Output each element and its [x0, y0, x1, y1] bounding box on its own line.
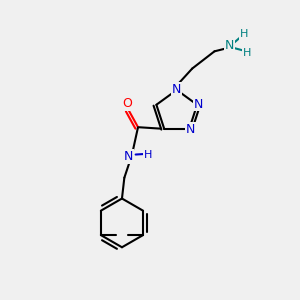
Text: H: H: [239, 29, 248, 39]
Text: N: N: [124, 150, 133, 163]
Text: N: N: [172, 83, 182, 96]
Text: H: H: [144, 149, 152, 160]
Text: N: N: [225, 40, 234, 52]
Text: O: O: [122, 97, 132, 110]
Text: N: N: [185, 123, 195, 136]
Text: N: N: [193, 98, 203, 111]
Text: H: H: [242, 48, 251, 58]
